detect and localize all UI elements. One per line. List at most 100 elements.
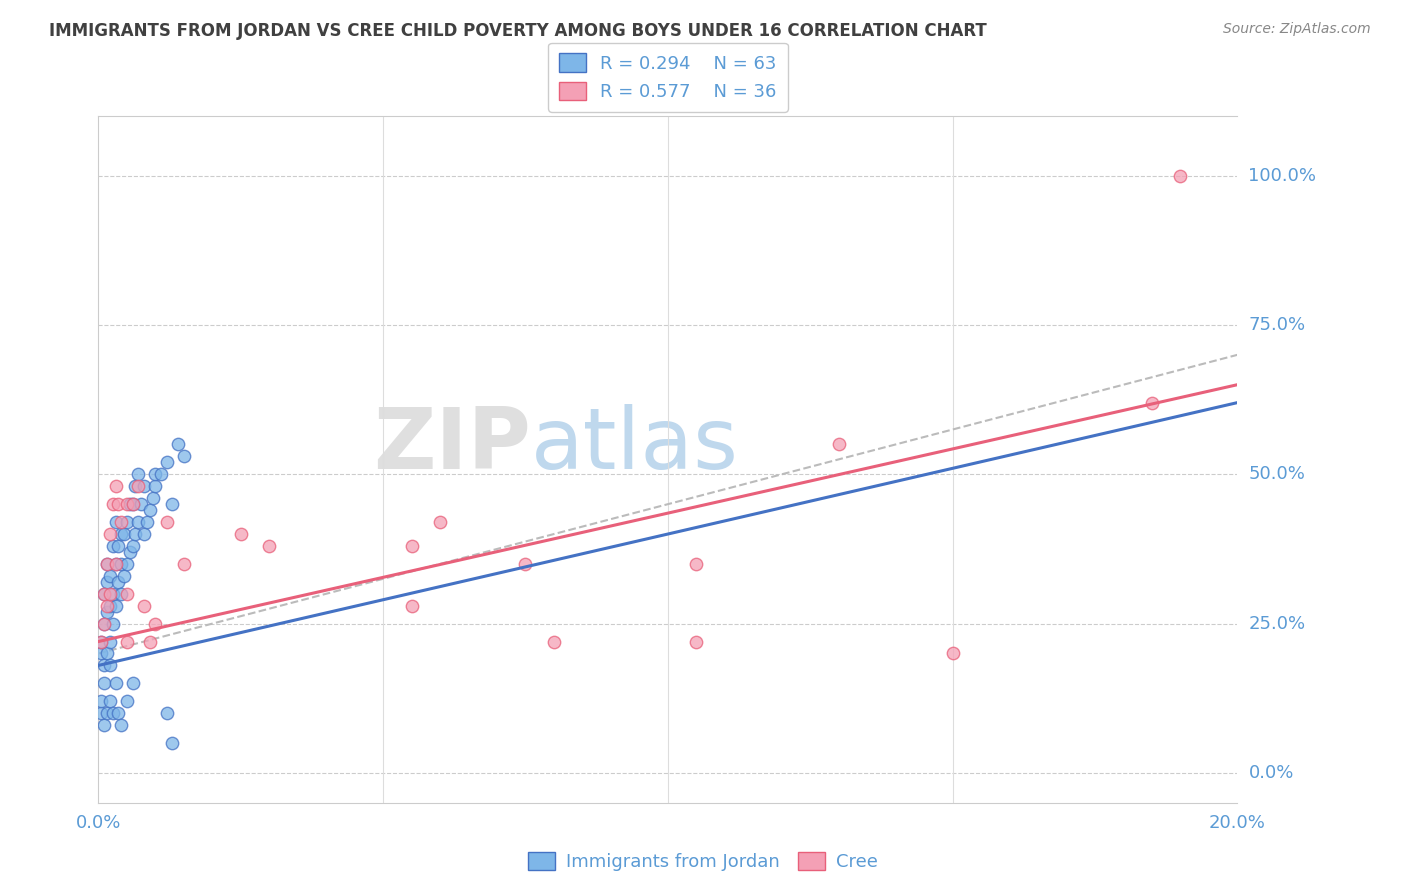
Point xyxy=(138,634,160,648)
Point xyxy=(401,539,423,553)
Point xyxy=(93,616,115,631)
Point xyxy=(90,694,112,708)
Point xyxy=(401,599,423,613)
Point xyxy=(98,634,121,648)
Point xyxy=(112,527,135,541)
Point xyxy=(107,497,129,511)
Point xyxy=(96,605,118,619)
Point xyxy=(98,527,121,541)
Point xyxy=(543,634,565,648)
Point xyxy=(127,467,149,482)
Text: 0.0%: 0.0% xyxy=(1249,764,1294,782)
Point xyxy=(124,479,146,493)
Text: 100.0%: 100.0% xyxy=(1249,167,1316,185)
Point xyxy=(107,574,129,589)
Point xyxy=(127,479,149,493)
Point xyxy=(173,450,195,464)
Point xyxy=(101,616,124,631)
Point xyxy=(112,569,135,583)
Point xyxy=(156,515,179,529)
Point xyxy=(121,539,143,553)
Point xyxy=(141,491,163,506)
Point xyxy=(138,503,160,517)
Point xyxy=(110,557,132,571)
Point xyxy=(101,706,124,721)
Point xyxy=(93,658,115,673)
Point xyxy=(104,557,127,571)
Point xyxy=(118,545,141,559)
Text: Source: ZipAtlas.com: Source: ZipAtlas.com xyxy=(1223,22,1371,37)
Point xyxy=(93,676,115,690)
Point xyxy=(98,569,121,583)
Legend: R = 0.294    N = 63, R = 0.577    N = 36: R = 0.294 N = 63, R = 0.577 N = 36 xyxy=(548,43,787,112)
Point xyxy=(685,634,707,648)
Point xyxy=(107,706,129,721)
Text: 25.0%: 25.0% xyxy=(1249,615,1306,632)
Point xyxy=(121,497,143,511)
Point xyxy=(110,527,132,541)
Point xyxy=(115,515,138,529)
Point xyxy=(93,587,115,601)
Point xyxy=(107,539,129,553)
Point xyxy=(162,497,184,511)
Point xyxy=(145,479,167,493)
Point xyxy=(98,694,121,708)
Point xyxy=(121,676,143,690)
Point xyxy=(1140,395,1163,409)
Point xyxy=(96,557,118,571)
Point xyxy=(96,574,118,589)
Point xyxy=(104,515,127,529)
Point xyxy=(96,706,118,721)
Point xyxy=(115,587,138,601)
Point xyxy=(104,599,127,613)
Point xyxy=(104,479,127,493)
Text: 50.0%: 50.0% xyxy=(1249,466,1305,483)
Point xyxy=(135,515,157,529)
Point xyxy=(115,497,138,511)
Point xyxy=(90,634,112,648)
Point xyxy=(1170,169,1192,183)
Point xyxy=(98,587,121,601)
Point xyxy=(167,437,190,451)
Point xyxy=(229,527,252,541)
Point xyxy=(942,647,965,661)
Point xyxy=(118,497,141,511)
Point xyxy=(685,557,707,571)
Point xyxy=(429,515,451,529)
Point xyxy=(90,634,112,648)
Point xyxy=(259,539,281,553)
Point xyxy=(104,676,127,690)
Point xyxy=(115,557,138,571)
Point xyxy=(156,706,179,721)
Point xyxy=(115,634,138,648)
Point xyxy=(101,539,124,553)
Point xyxy=(96,647,118,661)
Point xyxy=(121,497,143,511)
Point xyxy=(828,437,851,451)
Point xyxy=(145,616,167,631)
Point xyxy=(110,718,132,732)
Point xyxy=(132,599,155,613)
Point xyxy=(96,557,118,571)
Point xyxy=(129,497,152,511)
Point xyxy=(150,467,173,482)
Point xyxy=(90,647,112,661)
Point xyxy=(127,515,149,529)
Point xyxy=(156,455,179,469)
Point xyxy=(98,599,121,613)
Legend: Immigrants from Jordan, Cree: Immigrants from Jordan, Cree xyxy=(522,845,884,879)
Point xyxy=(515,557,537,571)
Point xyxy=(98,658,121,673)
Point xyxy=(132,479,155,493)
Point xyxy=(96,599,118,613)
Point xyxy=(124,527,146,541)
Point xyxy=(104,557,127,571)
Point xyxy=(90,706,112,721)
Point xyxy=(115,694,138,708)
Point xyxy=(101,587,124,601)
Point xyxy=(93,587,115,601)
Text: 75.0%: 75.0% xyxy=(1249,316,1306,334)
Point xyxy=(93,718,115,732)
Point xyxy=(162,736,184,750)
Text: atlas: atlas xyxy=(531,404,740,487)
